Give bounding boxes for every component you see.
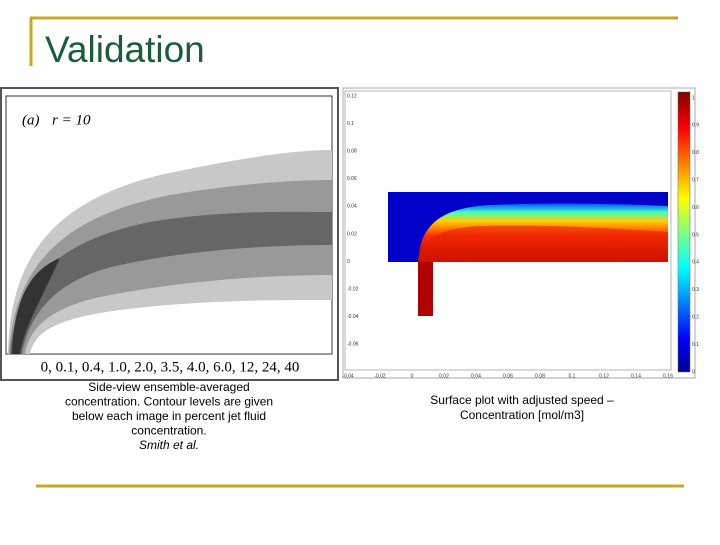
left-caption: Side-view ensemble-averagedconcentration… xyxy=(65,380,273,452)
colorbar-label: 0.7 xyxy=(692,178,699,184)
colorbar-label: 0.5 xyxy=(692,232,699,238)
y-tick-label: -0.02 xyxy=(347,287,359,293)
x-tick-label: -0.04 xyxy=(342,373,354,379)
right-caption: Surface plot with adjusted speed –Concen… xyxy=(430,393,614,422)
y-tick-label: 0.06 xyxy=(347,176,357,182)
x-tick-label: 0.04 xyxy=(471,373,481,379)
y-tick-label: -0.06 xyxy=(347,342,359,348)
right-figure: 0.12 0.1 0.08 0.06 0.04 0.02 0 -0.02 -0.04 -0.06 -… xyxy=(342,87,699,379)
y-tick-label: 0.08 xyxy=(347,149,357,155)
caption-line: Surface plot with adjusted speed – xyxy=(430,393,614,407)
slide-title: Validation xyxy=(45,29,205,70)
colorbar-label: 0.1 xyxy=(692,342,699,348)
contour-levels: 0, 0.1, 0.4, 1.0, 2.0, 3.5, 4.0, 6.0, 12… xyxy=(41,359,300,375)
caption-credit: Smith et al. xyxy=(139,438,199,452)
x-tick-label: 0.1 xyxy=(569,373,576,379)
caption-line: concentration. Contour levels are given xyxy=(65,395,273,409)
colorbar-label: 0.9 xyxy=(692,123,699,129)
y-tick-label: 0.02 xyxy=(347,231,357,237)
colorbar-label: 0 xyxy=(692,369,695,375)
parameter: r = 10 xyxy=(52,112,91,128)
colorbar-label: 0.8 xyxy=(692,150,699,156)
x-tick-label: 0.16 xyxy=(663,373,673,379)
colorbar-label: 1 xyxy=(692,95,695,101)
colorbar-label: 0.4 xyxy=(692,260,699,266)
colorbar-label: 0.2 xyxy=(692,315,699,321)
x-tick-label: -0.02 xyxy=(374,373,386,379)
x-tick-label: 0.08 xyxy=(535,373,545,379)
y-tick-label: 0 xyxy=(347,259,350,265)
caption-line: Concentration [mol/m3] xyxy=(460,408,584,422)
y-tick-label: 0.04 xyxy=(347,204,357,210)
panel-label: (a) xyxy=(22,112,40,128)
x-tick-label: 0.12 xyxy=(599,373,609,379)
colorbar-label: 0.3 xyxy=(692,287,699,293)
y-tick-label: 0.12 xyxy=(347,93,357,99)
caption-line: Side-view ensemble-averaged xyxy=(88,380,249,394)
caption-line: below each image in percent jet fluid xyxy=(72,409,266,423)
left-figure: (a) r = 10 0, 0.1, 0.4, 1.0, 2.0, 3.5, 4… xyxy=(0,87,339,381)
x-tick-label: 0 xyxy=(411,373,414,379)
y-tick-label: 0.1 xyxy=(347,121,354,127)
colorbar-label: 0.6 xyxy=(692,205,699,211)
x-tick-label: 0.14 xyxy=(631,373,641,379)
caption-line: concentration. xyxy=(131,424,206,438)
x-tick-label: 0.02 xyxy=(439,373,449,379)
x-tick-label: 0.06 xyxy=(503,373,513,379)
y-tick-label: -0.04 xyxy=(347,314,359,320)
decoration xyxy=(29,16,684,488)
